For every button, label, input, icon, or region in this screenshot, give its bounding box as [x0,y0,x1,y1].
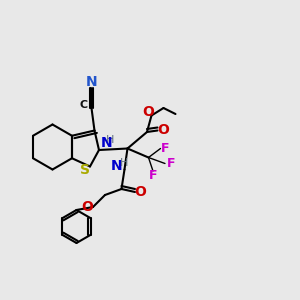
Text: N: N [101,136,112,150]
Text: S: S [80,163,91,176]
Text: F: F [167,157,175,170]
Text: H: H [120,158,129,168]
Text: O: O [142,106,154,119]
Text: N: N [86,76,97,89]
Text: F: F [149,169,157,182]
Text: C: C [80,100,88,110]
Text: F: F [161,142,169,155]
Text: O: O [157,124,169,137]
Text: O: O [134,185,146,199]
Text: H: H [106,135,114,145]
Text: N: N [111,160,123,173]
Text: O: O [82,200,94,214]
